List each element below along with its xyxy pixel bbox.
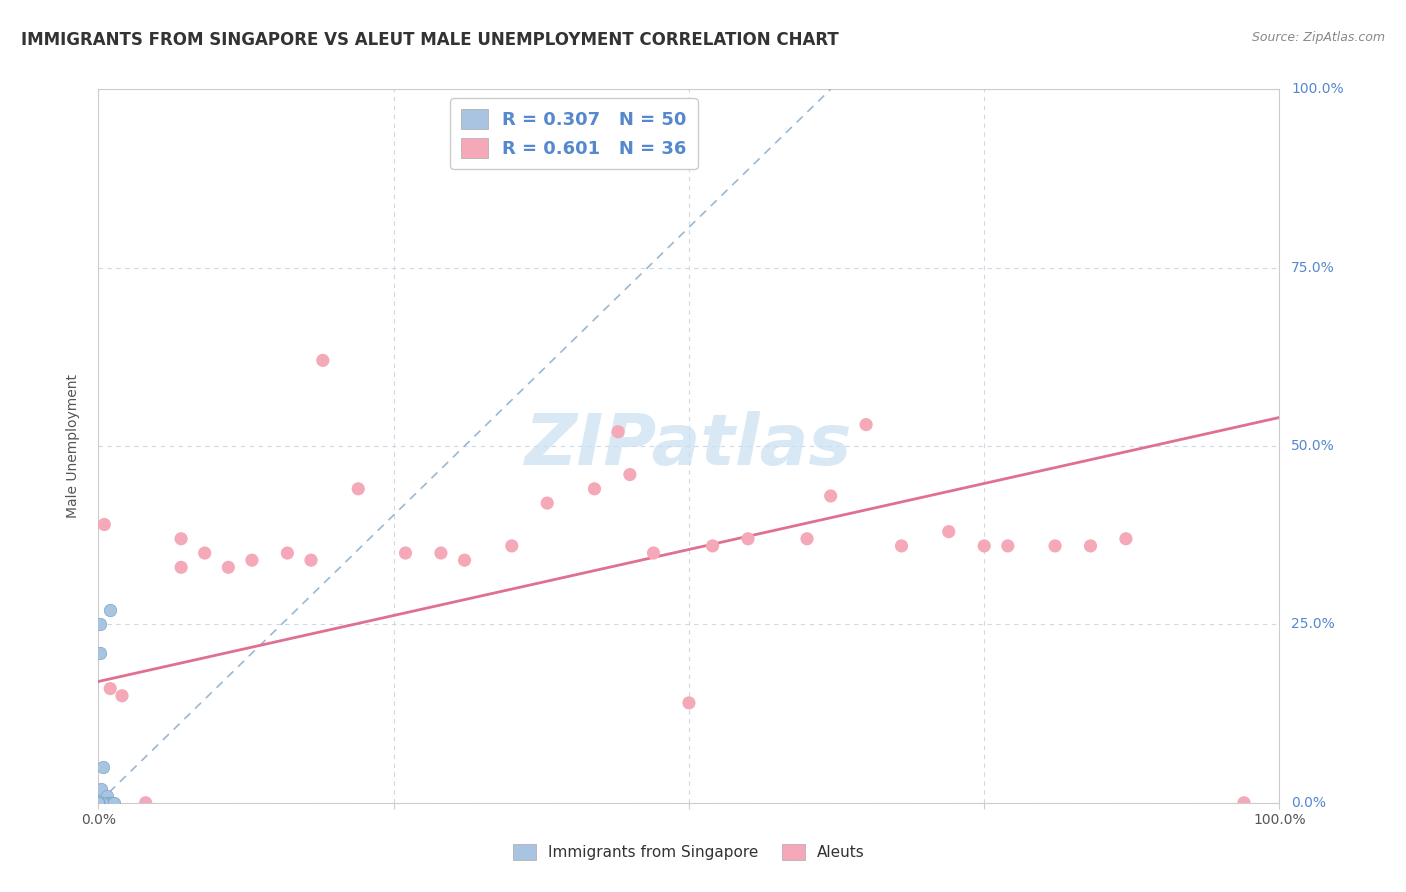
Point bbox=[678, 696, 700, 710]
Point bbox=[91, 796, 114, 810]
Point bbox=[101, 796, 124, 810]
Text: 0.0%: 0.0% bbox=[1291, 796, 1326, 810]
Point bbox=[347, 482, 370, 496]
Text: Source: ZipAtlas.com: Source: ZipAtlas.com bbox=[1251, 31, 1385, 45]
Point bbox=[97, 796, 120, 810]
Point bbox=[643, 546, 665, 560]
Point bbox=[96, 789, 118, 803]
Point bbox=[87, 796, 110, 810]
Point bbox=[103, 796, 125, 810]
Point bbox=[89, 796, 111, 810]
Point bbox=[87, 796, 110, 810]
Point bbox=[87, 796, 110, 810]
Point bbox=[87, 796, 110, 810]
Point bbox=[87, 796, 110, 810]
Point bbox=[89, 617, 111, 632]
Point bbox=[98, 796, 121, 810]
Point bbox=[1043, 539, 1066, 553]
Point bbox=[796, 532, 818, 546]
Point bbox=[91, 760, 114, 774]
Point bbox=[90, 796, 112, 810]
Point bbox=[87, 796, 110, 810]
Text: 75.0%: 75.0% bbox=[1291, 260, 1336, 275]
Point bbox=[87, 796, 110, 810]
Point bbox=[91, 796, 114, 810]
Point bbox=[89, 789, 111, 803]
Point bbox=[737, 532, 759, 546]
Point bbox=[938, 524, 960, 539]
Point bbox=[93, 517, 115, 532]
Point bbox=[170, 532, 193, 546]
Point bbox=[87, 796, 110, 810]
Text: 100.0%: 100.0% bbox=[1291, 82, 1344, 96]
Point bbox=[1233, 796, 1256, 810]
Point bbox=[98, 603, 121, 617]
Y-axis label: Male Unemployment: Male Unemployment bbox=[66, 374, 80, 518]
Point bbox=[217, 560, 239, 574]
Point bbox=[94, 796, 117, 810]
Point bbox=[87, 796, 110, 810]
Point bbox=[607, 425, 630, 439]
Point bbox=[90, 796, 112, 810]
Point bbox=[1115, 532, 1137, 546]
Point bbox=[93, 796, 115, 810]
Point bbox=[87, 796, 110, 810]
Point bbox=[702, 539, 724, 553]
Point bbox=[312, 353, 335, 368]
Point bbox=[87, 796, 110, 810]
Point bbox=[276, 546, 298, 560]
Point bbox=[135, 796, 157, 810]
Point bbox=[394, 546, 416, 560]
Point bbox=[170, 560, 193, 574]
Point bbox=[98, 681, 121, 696]
Point bbox=[90, 781, 112, 796]
Text: 25.0%: 25.0% bbox=[1291, 617, 1336, 632]
Point bbox=[1080, 539, 1102, 553]
Point bbox=[87, 796, 110, 810]
Text: ZIPatlas: ZIPatlas bbox=[526, 411, 852, 481]
Point bbox=[87, 796, 110, 810]
Point bbox=[111, 689, 134, 703]
Point bbox=[87, 796, 110, 810]
Point bbox=[87, 796, 110, 810]
Point bbox=[973, 539, 995, 553]
Point bbox=[430, 546, 453, 560]
Point bbox=[619, 467, 641, 482]
Point bbox=[583, 482, 606, 496]
Point bbox=[96, 796, 118, 810]
Point bbox=[100, 796, 122, 810]
Point bbox=[87, 796, 110, 810]
Text: IMMIGRANTS FROM SINGAPORE VS ALEUT MALE UNEMPLOYMENT CORRELATION CHART: IMMIGRANTS FROM SINGAPORE VS ALEUT MALE … bbox=[21, 31, 839, 49]
Point bbox=[194, 546, 217, 560]
Point bbox=[91, 796, 114, 810]
Point bbox=[536, 496, 558, 510]
Point bbox=[501, 539, 523, 553]
Point bbox=[87, 796, 110, 810]
Point bbox=[87, 796, 110, 810]
Point bbox=[890, 539, 912, 553]
Point bbox=[87, 796, 110, 810]
Point bbox=[90, 796, 112, 810]
Point bbox=[94, 796, 117, 810]
Point bbox=[93, 796, 115, 810]
Legend: Immigrants from Singapore, Aleuts: Immigrants from Singapore, Aleuts bbox=[508, 838, 870, 866]
Point bbox=[98, 796, 121, 810]
Point bbox=[87, 796, 110, 810]
Point bbox=[855, 417, 877, 432]
Point bbox=[997, 539, 1019, 553]
Point bbox=[87, 796, 110, 810]
Text: 50.0%: 50.0% bbox=[1291, 439, 1336, 453]
Point bbox=[240, 553, 263, 567]
Point bbox=[89, 646, 111, 660]
Point bbox=[820, 489, 842, 503]
Point bbox=[87, 796, 110, 810]
Point bbox=[87, 796, 110, 810]
Point bbox=[453, 553, 475, 567]
Point bbox=[87, 796, 110, 810]
Point bbox=[91, 796, 114, 810]
Point bbox=[299, 553, 322, 567]
